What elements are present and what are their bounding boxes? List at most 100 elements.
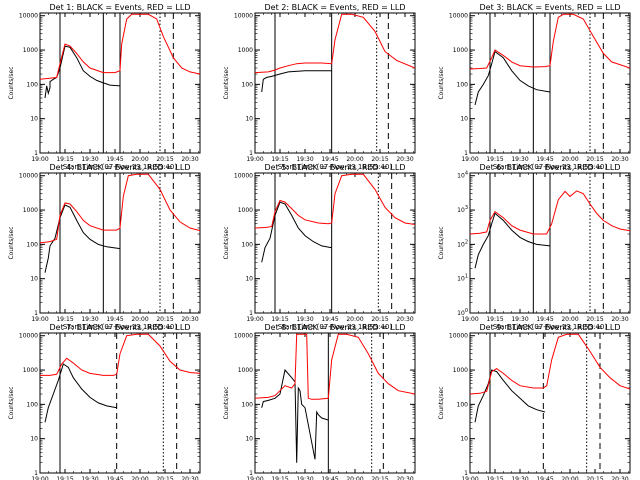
y-tick-label: 1000 (23, 47, 38, 54)
y-tick-label: 10000 (234, 173, 253, 180)
y-tick-label: 10 (460, 116, 468, 123)
x-tick-label: 19:30 (511, 316, 528, 323)
y-tick-label: 101 (457, 274, 468, 283)
x-tick-label: 20:15 (371, 316, 388, 323)
x-tick-label: 19:15 (486, 316, 503, 323)
panel-title: Det 6: BLACK = Events, RED = LLD (480, 163, 621, 172)
events-series-line (261, 201, 332, 263)
x-tick-label: 19:30 (81, 476, 98, 480)
y-tick-label: 10 (245, 116, 253, 123)
lld-series-line (255, 333, 415, 400)
y-tick-label: 10000 (19, 333, 38, 340)
detector-panel-7: Det 7: BLACK = Events, RED = LLD 19:00 19:… (8, 323, 201, 480)
detector-panel-6: Det 6: BLACK = Events, RED = LLD 19:00 19:… (438, 163, 631, 331)
y-tick-label: 10 (460, 436, 468, 443)
detector-panel-5: Det 5: BLACK = Events, RED = LLD 19:00 19:… (223, 163, 416, 331)
x-tick-label: 19:15 (486, 476, 503, 480)
y-tick-label: 1 (34, 470, 38, 477)
y-tick-label: 1 (34, 150, 38, 157)
detector-panel-1: Det 1: BLACK = Events, RED = LLD 19:00 19:… (8, 3, 201, 171)
x-tick-label: 20:15 (371, 156, 388, 163)
y-tick-label: 104 (457, 171, 468, 180)
y-tick-label: 100 (27, 241, 39, 248)
panel-title: Det 4: BLACK = Events, RED = LLD (50, 163, 191, 172)
x-tick-label: 19:45 (536, 156, 553, 163)
events-series-line (474, 369, 546, 423)
detector-panel-9: Det 9: BLACK = Events, RED = LLD 19:00 19:… (438, 323, 631, 480)
x-tick-label: 19:00 (461, 476, 478, 480)
y-axis-label: Counts/sec (438, 66, 445, 99)
panel-title: Det 3: BLACK = Events, RED = LLD (480, 3, 621, 12)
y-axis-label: Counts/sec (223, 66, 230, 99)
lld-series-line (40, 173, 200, 244)
x-tick-label: 19:45 (106, 156, 123, 163)
y-tick-label: 1 (249, 310, 253, 317)
lld-series-line (470, 13, 630, 70)
x-tick-label: 19:15 (486, 156, 503, 163)
detector-panel-2: Det 2: BLACK = Events, RED = LLD 19:00 19:… (223, 3, 416, 171)
x-tick-label: 20:30 (611, 476, 628, 480)
x-tick-label: 20:15 (586, 316, 603, 323)
lld-series-line (40, 333, 200, 376)
x-tick-label: 19:15 (56, 476, 73, 480)
events-series-line (44, 204, 121, 273)
x-tick-label: 19:15 (56, 316, 73, 323)
panel-title: Det 2: BLACK = Events, RED = LLD (265, 3, 406, 12)
x-tick-label: 20:00 (561, 316, 578, 323)
y-tick-label: 1 (464, 470, 468, 477)
panel-title: Det 9: BLACK = Events, RED = LLD (480, 323, 621, 332)
events-series-line (261, 368, 329, 463)
plot-frame (39, 332, 201, 474)
lld-series-line (255, 13, 415, 74)
plot-frame (469, 332, 631, 474)
x-tick-label: 20:00 (561, 156, 578, 163)
y-tick-label: 1000 (23, 207, 38, 214)
detector-panel-4: Det 4: BLACK = Events, RED = LLD 19:00 19:… (8, 163, 201, 331)
events-series-line (474, 50, 551, 106)
x-axis-label: Start Time (07-Nov-13 18:55:40) (278, 163, 392, 171)
x-tick-label: 20:30 (611, 316, 628, 323)
x-tick-label: 19:45 (536, 476, 553, 480)
y-tick-label: 100 (457, 401, 469, 408)
x-tick-label: 20:15 (156, 156, 173, 163)
x-tick-label: 19:45 (321, 316, 338, 323)
y-tick-label: 10 (245, 436, 253, 443)
y-tick-label: 10000 (234, 13, 253, 20)
x-tick-label: 19:30 (81, 156, 98, 163)
events-series-line (44, 363, 117, 423)
x-tick-label: 20:15 (586, 476, 603, 480)
y-tick-label: 100 (242, 81, 254, 88)
y-axis-label: Counts/sec (438, 386, 445, 419)
x-tick-label: 19:30 (511, 156, 528, 163)
lld-series-line (470, 190, 630, 235)
x-tick-label: 19:45 (536, 316, 553, 323)
y-tick-label: 100 (457, 308, 468, 317)
plot-frame (254, 12, 416, 154)
y-tick-label: 103 (457, 205, 468, 214)
detector-panel-8: Det 8: BLACK = Events, RED = LLD 19:00 19:… (223, 323, 416, 480)
y-axis-label: Counts/sec (223, 226, 230, 259)
y-tick-label: 10 (245, 276, 253, 283)
x-tick-label: 20:30 (181, 476, 198, 480)
x-tick-label: 20:15 (371, 476, 388, 480)
x-tick-label: 20:00 (346, 316, 363, 323)
x-tick-label: 19:30 (81, 316, 98, 323)
y-tick-label: 10000 (449, 333, 468, 340)
x-tick-label: 19:45 (321, 156, 338, 163)
x-tick-label: 19:15 (56, 156, 73, 163)
x-tick-label: 19:00 (461, 316, 478, 323)
y-axis-label: Counts/sec (438, 226, 445, 259)
y-tick-label: 1000 (23, 367, 38, 374)
x-tick-label: 20:15 (156, 476, 173, 480)
y-tick-label: 1 (249, 470, 253, 477)
x-tick-label: 19:00 (246, 156, 263, 163)
lld-series-line (470, 333, 630, 395)
events-series-line (474, 212, 551, 269)
y-tick-label: 100 (242, 241, 254, 248)
y-tick-label: 1 (34, 310, 38, 317)
y-axis-label: Counts/sec (8, 66, 15, 99)
y-tick-label: 10000 (234, 333, 253, 340)
y-tick-label: 1000 (238, 207, 253, 214)
x-tick-label: 19:45 (321, 476, 338, 480)
x-axis-label: Start Time (07-Nov-13 18:55:40) (493, 163, 607, 171)
